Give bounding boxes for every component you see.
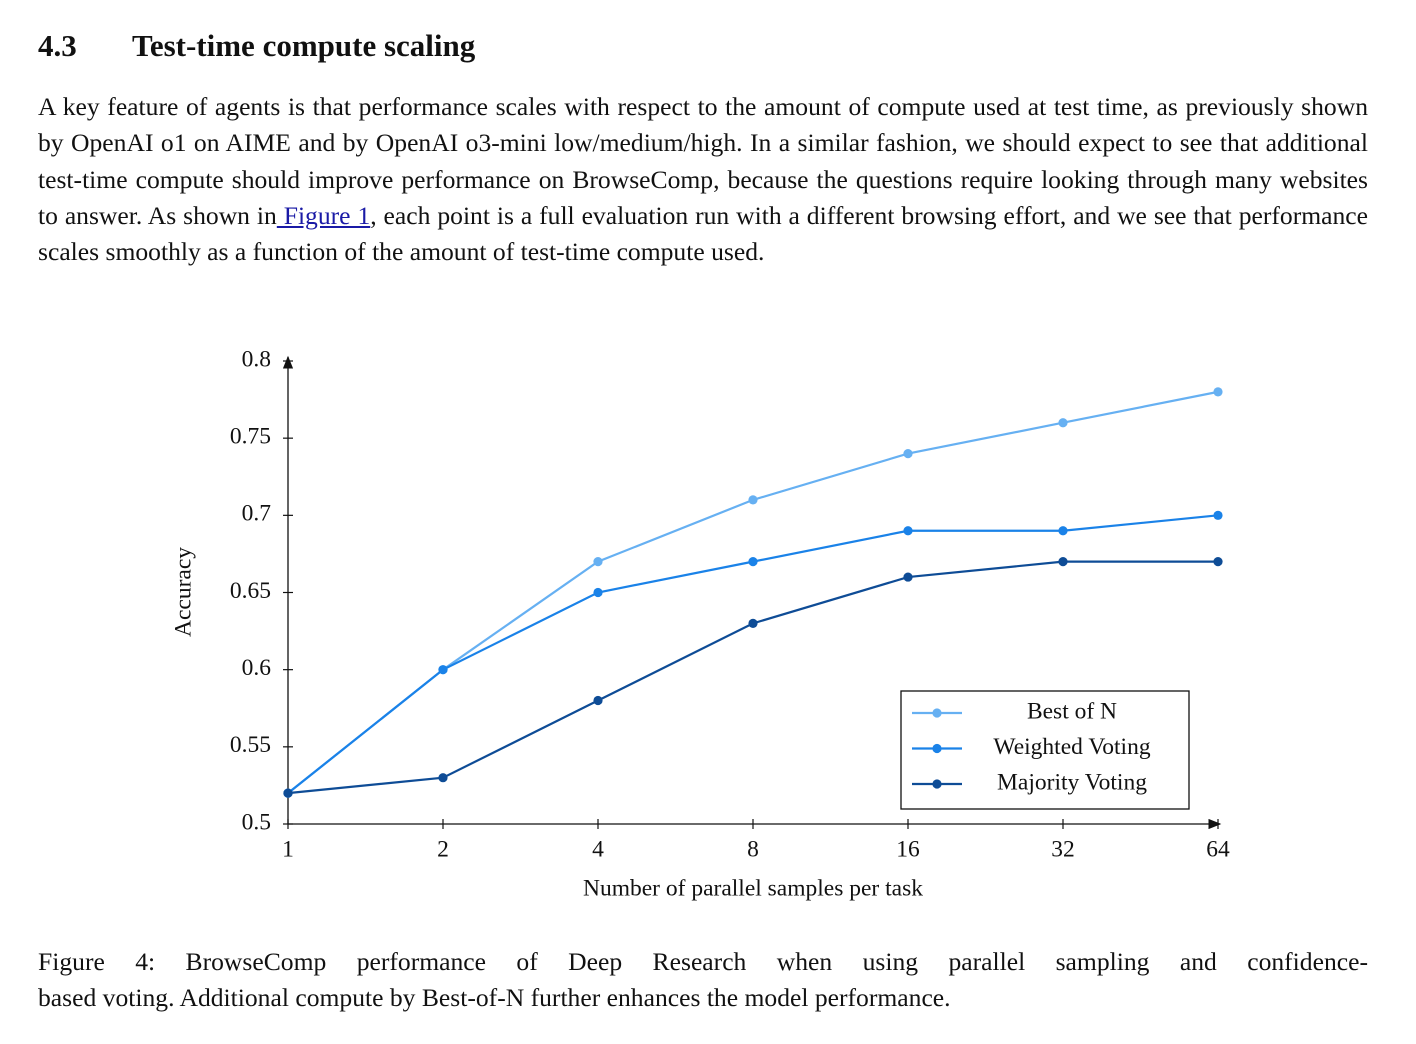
y-tick-label: 0.5: [242, 809, 271, 835]
data-point: [748, 495, 758, 505]
y-tick-label: 0.75: [230, 424, 271, 450]
data-point: [593, 695, 603, 706]
data-point: [593, 587, 603, 598]
legend-marker: [932, 708, 942, 718]
caption-line: Figure 4: BrowseComp performance of Deep…: [38, 947, 1368, 976]
data-point: [1058, 557, 1068, 567]
data-point: [1213, 557, 1223, 567]
data-point: [748, 618, 758, 628]
paragraph: A key feature of agents is that performa…: [38, 89, 1368, 270]
data-point: [903, 526, 913, 536]
caption: Figure 4: BrowseComp performance of Deep…: [38, 944, 1368, 1017]
data-point: [903, 572, 913, 582]
y-axis-label: Accuracy: [170, 547, 196, 637]
data-point: [748, 557, 758, 567]
data-point: [593, 557, 603, 567]
y-tick-label: 0.55: [230, 732, 271, 758]
figure-link[interactable]: Figure 1: [276, 200, 371, 230]
legend-marker: [932, 779, 942, 789]
text: , each point is a full evaluation run wi…: [38, 200, 1369, 267]
section-heading: 4.3 Test-time compute scaling: [38, 28, 475, 64]
data-point: [1058, 526, 1068, 536]
data-point: [1213, 510, 1223, 520]
legend-label: Majority Voting: [997, 769, 1147, 795]
y-tick-label: 0.65: [230, 578, 271, 604]
data-point: [283, 788, 293, 798]
y-tick-label: 0.7: [242, 501, 272, 527]
x-tick-label: 4: [592, 836, 604, 862]
section-number: 4.3: [38, 28, 77, 63]
x-axis-label: Number of parallel samples per task: [583, 875, 923, 901]
x-tick-label: 64: [1206, 836, 1230, 862]
data-point: [438, 773, 448, 783]
y-tick-label: 0.6: [242, 655, 272, 681]
x-tick-label: 2: [437, 836, 449, 862]
legend-box: [900, 690, 1190, 810]
legend-marker: [932, 743, 942, 754]
x-tick-label: 32: [1051, 836, 1075, 862]
data-point: [1213, 387, 1223, 397]
data-point: [438, 665, 448, 675]
section-title: Test-time compute scaling: [132, 28, 476, 63]
caption-line: based voting. Additional compute by Best…: [38, 983, 951, 1013]
data-point: [1058, 418, 1068, 428]
legend-label: Best of N: [1027, 698, 1117, 724]
x-tick-label: 8: [747, 836, 759, 862]
x-tick-label: 1: [282, 836, 294, 862]
legend-label: Weighted Voting: [993, 734, 1150, 760]
x-tick-label: 16: [896, 836, 920, 862]
text: A key feature of agents is that performa…: [38, 92, 1368, 230]
data-point: [903, 449, 913, 459]
y-tick-label: 0.8: [242, 346, 271, 372]
